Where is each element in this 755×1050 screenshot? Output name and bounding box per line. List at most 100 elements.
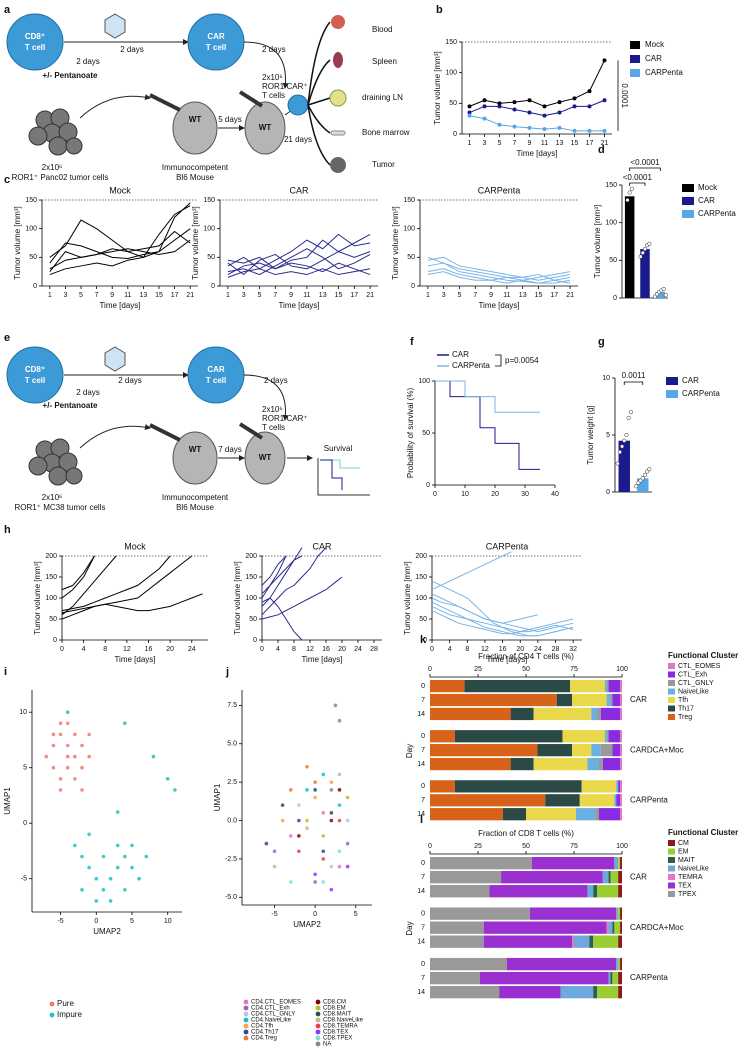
legend-swatch <box>315 1011 321 1017</box>
bar-segment <box>430 871 502 884</box>
line <box>227 233 371 275</box>
x-tick-label: 1 <box>226 292 230 299</box>
point <box>73 732 77 737</box>
point <box>337 788 342 792</box>
x-tick-label: 0 <box>428 666 432 673</box>
point <box>73 754 77 759</box>
marker <box>497 104 502 109</box>
line <box>227 233 371 270</box>
legend-swatch <box>243 1017 249 1023</box>
point <box>51 732 56 737</box>
bar-segment <box>612 744 621 757</box>
tumor-cells <box>28 438 83 486</box>
panel-letter: l <box>420 814 423 826</box>
x-tick-label: 13 <box>140 292 148 299</box>
legend-label: Mock <box>698 183 718 192</box>
panel-letter: d <box>598 144 605 156</box>
marker <box>527 110 532 115</box>
x-tick-label: 15 <box>571 140 579 147</box>
line <box>61 555 193 620</box>
y-tick-label: 50 <box>419 616 427 623</box>
line <box>469 99 605 117</box>
marker <box>512 107 517 112</box>
label: Immunocompetent <box>162 163 229 172</box>
x-tick-label: 5 <box>354 911 358 918</box>
legend-label: CM <box>678 840 689 847</box>
y-tick-label: 150 <box>25 197 37 204</box>
y-tick-label: 10 <box>19 709 27 716</box>
legend-swatch <box>630 55 640 63</box>
legend-swatch <box>668 882 675 889</box>
bar-segment <box>506 957 617 971</box>
legend-label: CTL_GNLY <box>678 680 714 687</box>
bar-segment <box>602 757 621 771</box>
bar-segment <box>572 744 592 757</box>
y-tick-label: 14 <box>417 989 425 996</box>
legend-swatch <box>315 1017 321 1023</box>
point <box>329 864 334 869</box>
legend-swatch <box>682 210 694 218</box>
point <box>329 788 334 792</box>
y-tick-label: 50 <box>249 616 257 623</box>
bar-segment <box>618 885 622 898</box>
x-tick-label: 17 <box>550 292 558 299</box>
point <box>337 864 342 869</box>
y-tick-label: 0 <box>421 910 425 917</box>
line <box>435 380 540 413</box>
chart-title: CAR <box>289 185 309 195</box>
point <box>280 803 285 807</box>
x-tick-label: 13 <box>319 292 327 299</box>
organ-label: Blood <box>372 25 392 34</box>
bar-segment <box>620 794 622 807</box>
line <box>261 597 303 641</box>
bar-segment <box>589 935 594 948</box>
panel-letter: k <box>420 634 427 646</box>
y-axis-label: Tumor volume [mm³] <box>13 206 22 280</box>
point <box>87 832 91 837</box>
legend-title: Functional Cluster <box>668 828 738 837</box>
label: T cell <box>25 43 45 52</box>
legend-swatch <box>49 1012 55 1018</box>
x-tick-label: 1 <box>426 292 430 299</box>
point <box>94 899 99 903</box>
point <box>58 777 63 781</box>
legend-label: Mock <box>645 40 665 49</box>
point <box>65 721 70 726</box>
line <box>469 60 605 107</box>
line <box>261 576 343 620</box>
point <box>123 721 127 726</box>
x-tick-label: 11 <box>124 292 131 299</box>
point <box>58 788 63 792</box>
label: Bl6 Mouse <box>176 173 214 182</box>
y-tick-label: 0 <box>421 783 425 790</box>
bar-segment <box>593 935 619 948</box>
bar-segment <box>620 680 622 693</box>
y-tick-label: 14 <box>417 811 425 818</box>
marker <box>467 113 472 118</box>
legend-label: CD8.NaiveLike <box>323 1018 364 1024</box>
label: WT <box>189 445 202 454</box>
y-tick-label: 14 <box>417 761 425 768</box>
point <box>337 718 342 723</box>
x-axis-label: Fraction of CD8 T cells (%) <box>478 829 574 838</box>
y-tick-label: 100 <box>203 226 215 233</box>
legend-label: CD8.TEX <box>323 1030 348 1036</box>
bar-segment <box>510 757 534 771</box>
group-label: CARDCA+Moc <box>630 745 684 754</box>
y-tick-label: 0 <box>411 283 415 290</box>
bar-segment <box>531 857 615 870</box>
data-point <box>624 432 629 438</box>
label: 2 days <box>120 45 144 54</box>
data-point <box>625 198 630 203</box>
bar-segment <box>604 730 607 743</box>
bracket <box>495 354 502 367</box>
point <box>305 788 309 792</box>
y-tick-label: 200 <box>45 553 57 560</box>
y-tick-label: 0 <box>211 283 215 290</box>
legend-label: NaiveLike <box>678 688 709 695</box>
point <box>101 888 106 892</box>
y-tick-label: 10 <box>602 375 610 382</box>
legend-label: CTL_EOMES <box>678 663 721 670</box>
bar-segment <box>579 794 615 807</box>
data-point <box>628 410 633 415</box>
